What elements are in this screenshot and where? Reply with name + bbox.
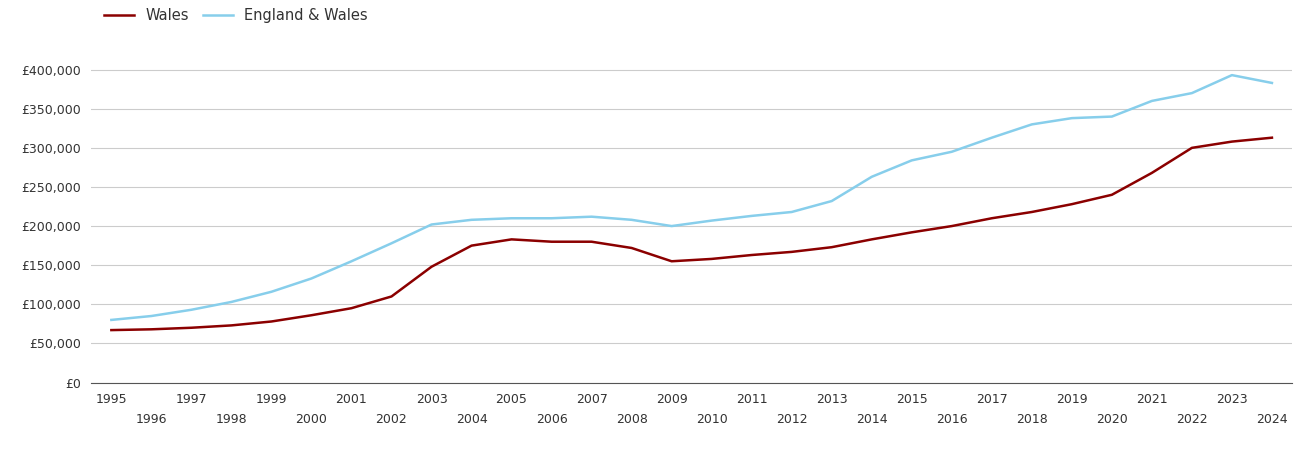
England & Wales xyxy=(504,216,519,221)
Wales xyxy=(864,237,880,242)
England & Wales xyxy=(424,222,440,227)
Wales xyxy=(1224,139,1240,144)
Wales xyxy=(624,245,639,251)
England & Wales xyxy=(984,135,1000,140)
Text: 2006: 2006 xyxy=(536,413,568,426)
Wales xyxy=(463,243,479,248)
Text: 2010: 2010 xyxy=(696,413,727,426)
England & Wales xyxy=(463,217,479,222)
Text: 2022: 2022 xyxy=(1176,413,1207,426)
England & Wales xyxy=(103,317,119,323)
England & Wales xyxy=(1104,114,1120,119)
England & Wales xyxy=(184,307,200,312)
Wales xyxy=(304,313,320,318)
England & Wales xyxy=(583,214,599,220)
Wales xyxy=(703,256,719,261)
Line: England & Wales: England & Wales xyxy=(111,75,1272,320)
England & Wales xyxy=(784,209,800,215)
Wales xyxy=(144,327,159,332)
Wales xyxy=(1265,135,1280,140)
Wales xyxy=(823,244,839,250)
England & Wales xyxy=(223,299,239,305)
Wales xyxy=(184,325,200,330)
England & Wales xyxy=(1184,90,1199,96)
England & Wales xyxy=(264,289,279,294)
England & Wales xyxy=(944,149,959,154)
Line: Wales: Wales xyxy=(111,138,1272,330)
England & Wales xyxy=(703,218,719,223)
England & Wales xyxy=(544,216,560,221)
Text: 2014: 2014 xyxy=(856,413,887,426)
Text: 2002: 2002 xyxy=(376,413,407,426)
England & Wales xyxy=(1224,72,1240,78)
Text: 2016: 2016 xyxy=(936,413,967,426)
England & Wales xyxy=(744,213,760,219)
Wales xyxy=(1144,170,1160,176)
Wales xyxy=(103,328,119,333)
Wales xyxy=(944,223,959,229)
England & Wales xyxy=(1265,80,1280,86)
Text: 2018: 2018 xyxy=(1017,413,1048,426)
Wales xyxy=(744,252,760,258)
England & Wales xyxy=(384,241,399,246)
Wales xyxy=(583,239,599,244)
Wales xyxy=(343,306,359,311)
England & Wales xyxy=(144,313,159,319)
Wales xyxy=(1024,209,1040,215)
Text: 1998: 1998 xyxy=(215,413,247,426)
Wales xyxy=(504,237,519,242)
Wales xyxy=(384,294,399,299)
England & Wales xyxy=(823,198,839,204)
Text: 1996: 1996 xyxy=(136,413,167,426)
Wales xyxy=(1184,145,1199,151)
Wales xyxy=(784,249,800,255)
England & Wales xyxy=(864,174,880,180)
Text: 2012: 2012 xyxy=(776,413,808,426)
England & Wales xyxy=(624,217,639,222)
England & Wales xyxy=(1144,98,1160,104)
Text: 2000: 2000 xyxy=(295,413,328,426)
Wales xyxy=(904,230,920,235)
Text: 2020: 2020 xyxy=(1096,413,1128,426)
Wales xyxy=(664,259,680,264)
England & Wales xyxy=(664,223,680,229)
Text: 2024: 2024 xyxy=(1257,413,1288,426)
Text: 2004: 2004 xyxy=(455,413,487,426)
England & Wales xyxy=(1024,122,1040,127)
Wales xyxy=(1064,202,1079,207)
England & Wales xyxy=(304,276,320,281)
Wales xyxy=(1104,192,1120,198)
Text: 2008: 2008 xyxy=(616,413,647,426)
Wales xyxy=(264,319,279,324)
England & Wales xyxy=(343,259,359,264)
Wales xyxy=(984,216,1000,221)
Wales xyxy=(424,264,440,270)
Legend: Wales, England & Wales: Wales, England & Wales xyxy=(99,2,373,29)
England & Wales xyxy=(1064,116,1079,121)
England & Wales xyxy=(904,158,920,163)
Wales xyxy=(223,323,239,328)
Wales xyxy=(544,239,560,244)
